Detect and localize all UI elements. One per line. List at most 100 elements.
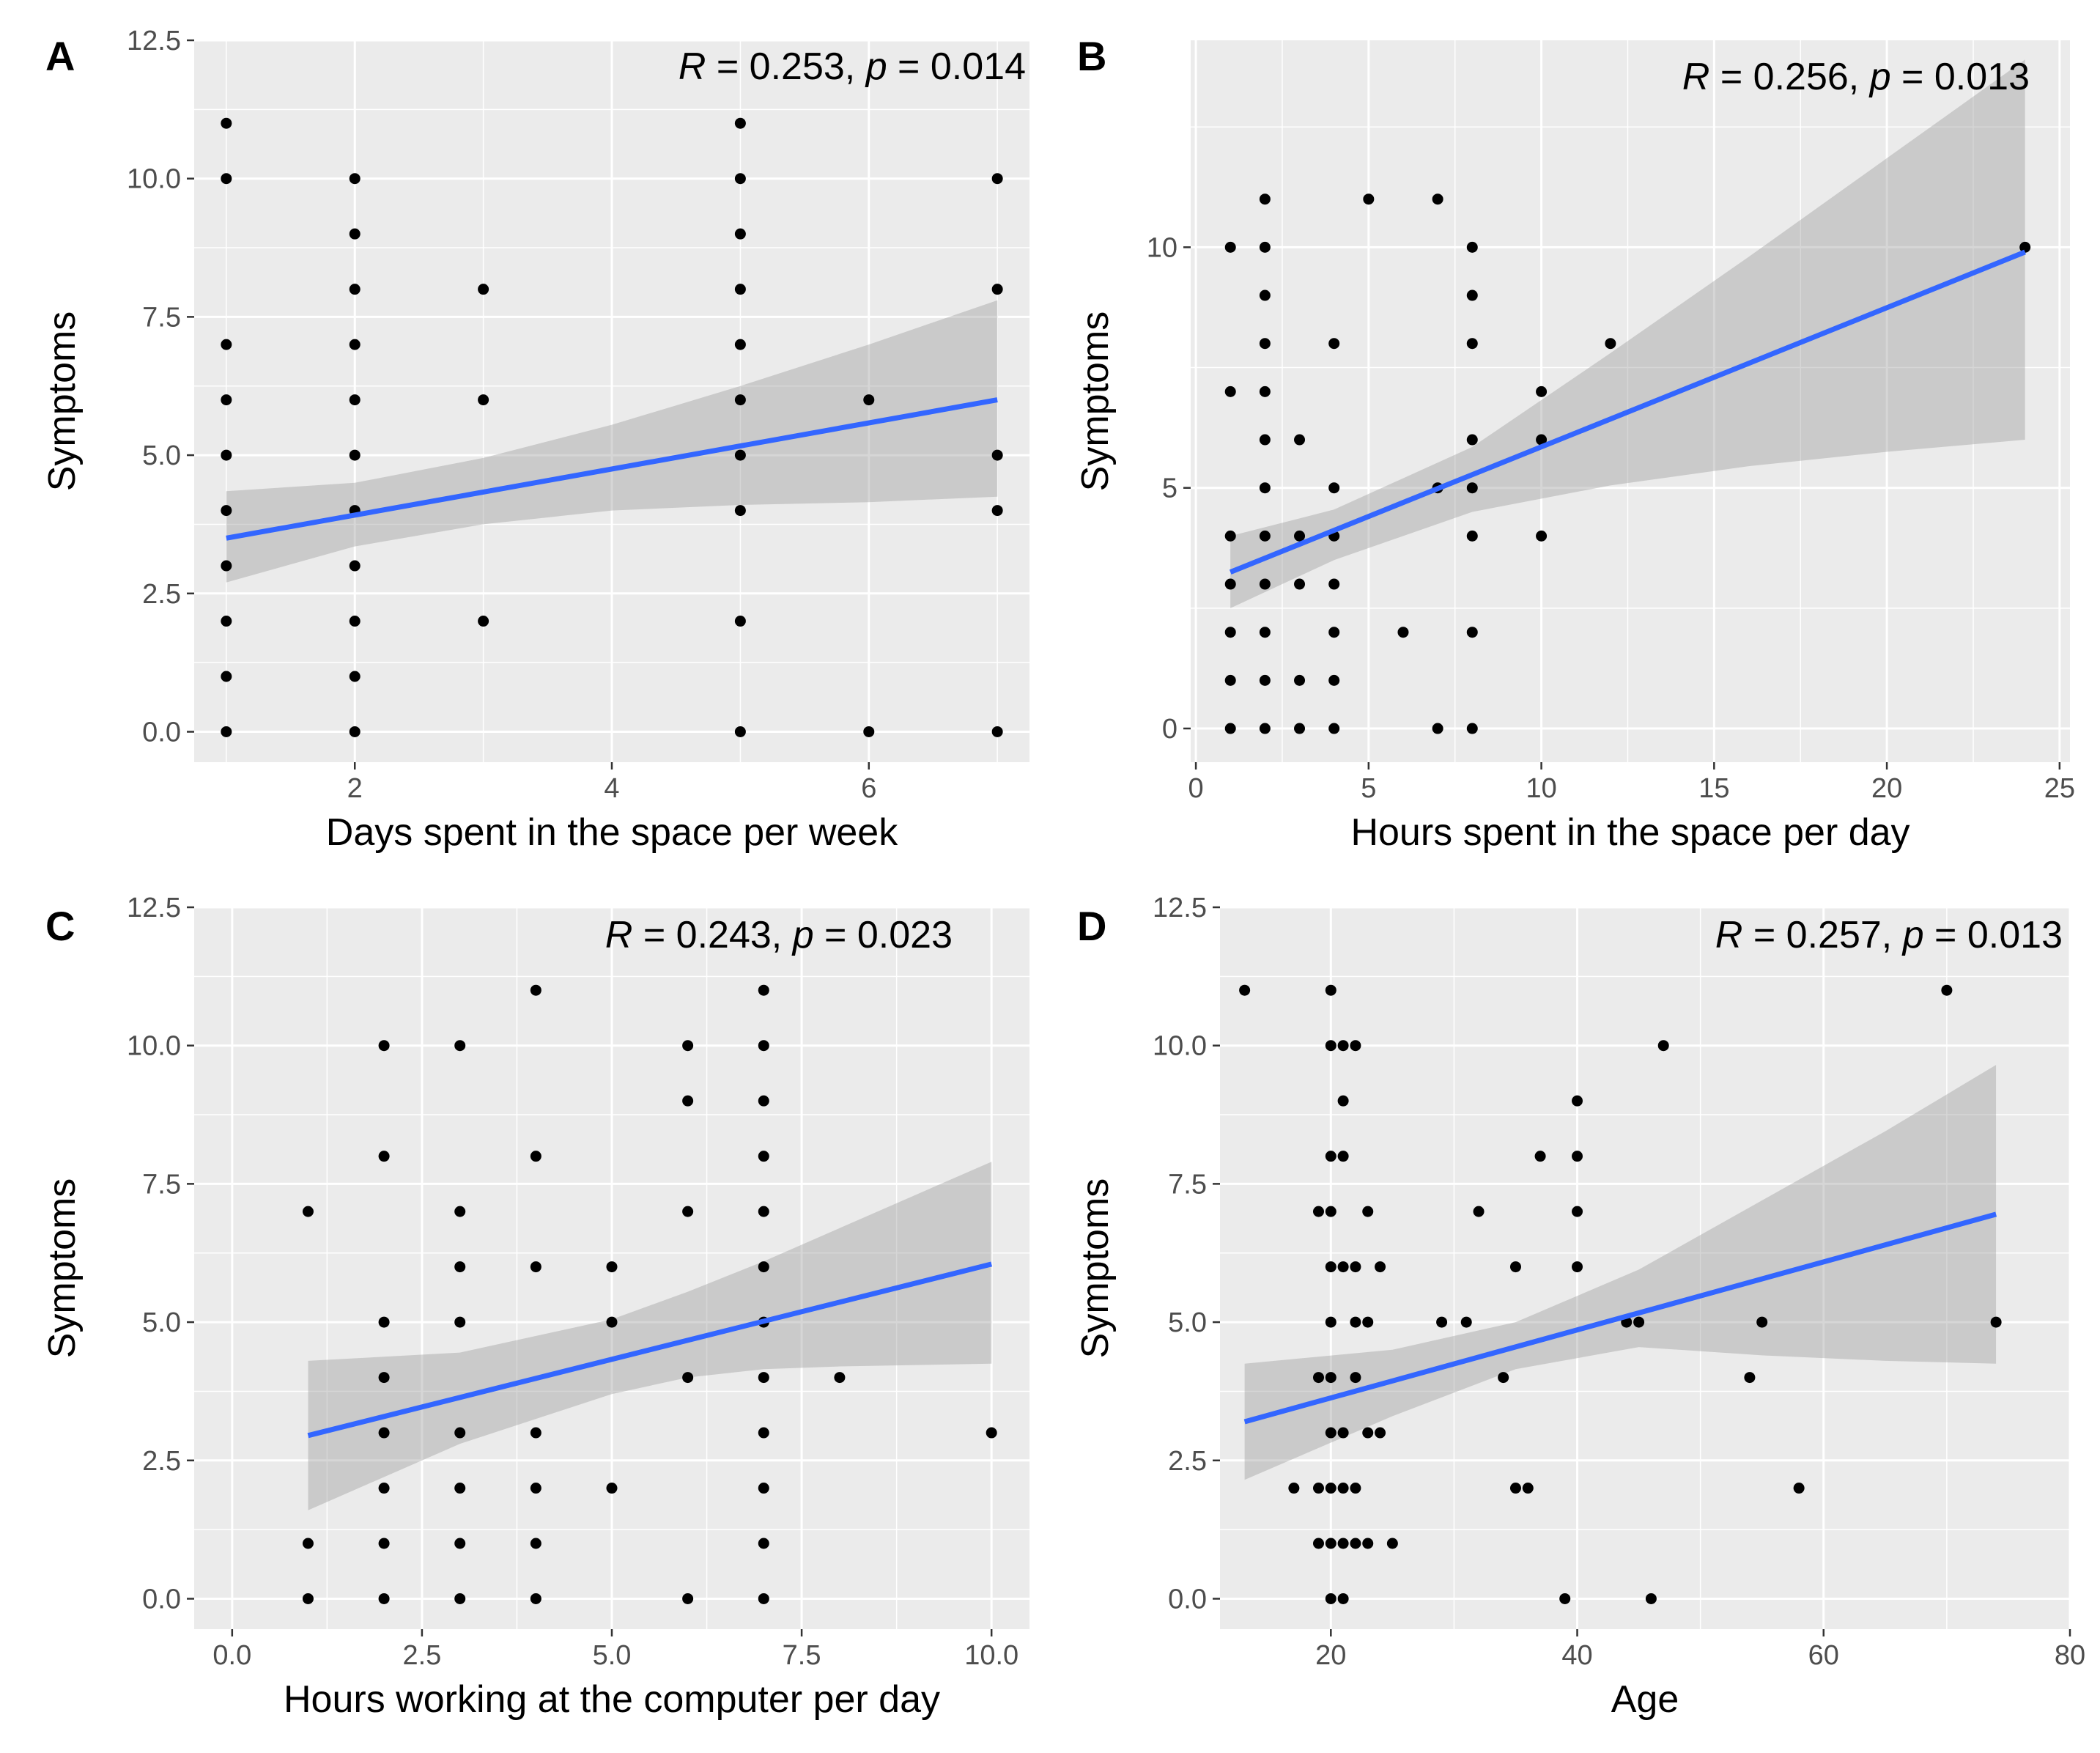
data-point (349, 616, 361, 627)
data-point (682, 1040, 694, 1052)
panel-d: 20 40 60 80 0.0 2.5 5.0 7.5 10.0 12.5 Age Symptoms D… (1074, 893, 2085, 1721)
data-point (1536, 434, 1548, 446)
x-axis-title: Days spent in the space per week (326, 811, 898, 854)
data-point (1498, 1372, 1509, 1384)
data-point (734, 339, 746, 350)
panel-b: 0 5 10 15 20 25 0 5 10 Hours spent in the space p… (1074, 33, 2075, 854)
data-point (1325, 1040, 1336, 1052)
data-point (1312, 1206, 1324, 1217)
data-point (454, 1483, 466, 1494)
data-point (1259, 385, 1271, 397)
data-point (1534, 1151, 1546, 1162)
data-point (1460, 1316, 1472, 1328)
x-tick-label: 0 (1188, 773, 1204, 804)
r-label: R (679, 45, 706, 88)
data-point (1509, 1261, 1521, 1273)
data-point (349, 339, 361, 350)
x-tick-label: 2.5 (402, 1640, 441, 1671)
data-point (221, 505, 232, 517)
data-point (302, 1593, 314, 1604)
data-point (2019, 241, 2031, 253)
data-point (758, 1261, 769, 1273)
data-point (478, 616, 489, 627)
data-point (1259, 674, 1271, 686)
r-value: = 0.256, (1709, 56, 1869, 98)
data-point (1941, 984, 1953, 996)
data-point (734, 726, 746, 737)
data-point (1337, 1040, 1349, 1052)
x-tick-label: 80 (2055, 1640, 2085, 1671)
x-tick-label: 5 (1361, 773, 1376, 804)
x-tick-label: 6 (861, 773, 876, 804)
data-point (349, 173, 361, 185)
data-point (1657, 1040, 1669, 1052)
data-point (606, 1261, 618, 1273)
data-point (1375, 1427, 1386, 1439)
data-point (221, 173, 232, 185)
data-point (991, 726, 1003, 737)
y-tick-label: 2.5 (142, 579, 181, 610)
data-point (1350, 1316, 1361, 1328)
correlation-annotation: R = 0.257, p = 0.013 (1715, 914, 2063, 956)
data-point (349, 671, 361, 682)
data-point (378, 1593, 390, 1604)
data-point (1363, 193, 1375, 205)
data-point (1572, 1206, 1583, 1217)
data-point (1259, 193, 1271, 205)
x-tick-label: 20 (1315, 1640, 1346, 1671)
y-tick-label: 0.0 (142, 717, 181, 748)
data-point (1466, 241, 1478, 253)
data-point (1605, 338, 1616, 350)
r-value: = 0.253, (706, 45, 865, 88)
x-tick-label: 15 (1698, 773, 1729, 804)
y-tick-label: 10.0 (1153, 1031, 1207, 1062)
data-point (1397, 627, 1409, 638)
p-value: = 0.014 (887, 45, 1026, 88)
data-point (1432, 193, 1443, 205)
data-point (1259, 338, 1271, 350)
correlation-annotation: R = 0.256, p = 0.013 (1682, 56, 2030, 98)
p-label: p (1868, 56, 1891, 98)
data-point (454, 1206, 466, 1217)
data-point (530, 1593, 541, 1604)
r-label: R (605, 914, 633, 956)
data-point (1466, 723, 1478, 734)
data-point (1793, 1483, 1805, 1494)
p-value: = 0.013 (1924, 914, 2063, 956)
y-tick-label: 7.5 (142, 1169, 181, 1200)
data-point (682, 1206, 694, 1217)
data-point (1259, 241, 1271, 253)
y-tick-label: 7.5 (1168, 1169, 1207, 1200)
data-point (221, 671, 232, 682)
data-point (454, 1261, 466, 1273)
data-point (530, 1483, 541, 1494)
data-point (1337, 1095, 1349, 1107)
y-tick-label: 5.0 (1168, 1307, 1207, 1338)
data-point (349, 726, 361, 737)
data-point (221, 117, 232, 129)
data-point (1436, 1316, 1448, 1328)
data-point (758, 1483, 769, 1494)
confidence-band (1230, 59, 2025, 608)
data-point (530, 984, 541, 996)
y-tick-label: 12.5 (1153, 893, 1207, 923)
data-point (606, 1316, 618, 1328)
data-point (1328, 482, 1340, 494)
data-point (758, 1095, 769, 1107)
data-point (530, 1261, 541, 1273)
data-point (1572, 1261, 1583, 1273)
plot-background (1191, 40, 2070, 762)
data-point (991, 173, 1003, 185)
data-point (1325, 1316, 1336, 1328)
confidence-band (1244, 1065, 1997, 1480)
data-point (1572, 1095, 1583, 1107)
data-point (1224, 241, 1236, 253)
regression-line (226, 397, 998, 541)
data-point (1328, 338, 1340, 350)
data-point (221, 726, 232, 737)
data-point (1224, 385, 1236, 397)
data-point (1259, 723, 1271, 734)
data-point (758, 1593, 769, 1604)
data-point (1362, 1427, 1374, 1439)
